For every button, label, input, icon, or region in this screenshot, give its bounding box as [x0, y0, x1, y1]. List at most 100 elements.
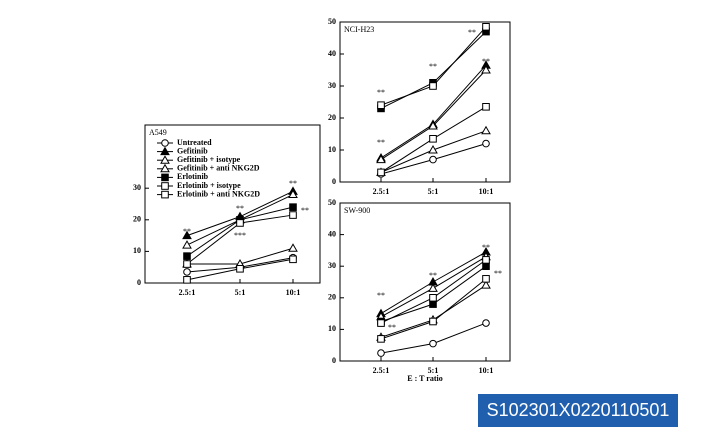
y-tick-label: 50 [328, 198, 336, 207]
x-tick-label: 10:1 [286, 288, 301, 297]
y-tick-label: 30 [328, 261, 336, 270]
panel-title: NCI-H23 [344, 25, 374, 34]
annotation: ** [377, 88, 385, 97]
series-line [380, 322, 487, 354]
marker [161, 190, 169, 199]
marker [428, 120, 438, 130]
annotation: ** [468, 28, 476, 37]
marker [482, 275, 490, 283]
marker [429, 339, 437, 348]
y-tick-label: 0 [332, 177, 336, 186]
marker [481, 125, 491, 135]
legend-label: Erlotinib + isotype [177, 181, 241, 190]
y-tick-label: 0 [332, 356, 336, 365]
marker [428, 144, 438, 154]
marker [482, 319, 490, 327]
marker [288, 189, 298, 199]
x-tick-label: 2.5:1 [179, 288, 196, 297]
legend-label: Gefitinib + anti NKG2D [177, 164, 260, 173]
x-tick-label: 5:1 [235, 288, 246, 297]
marker [376, 154, 386, 164]
legend-label: Gefitinib [177, 146, 208, 155]
y-tick-label: 10 [328, 145, 336, 154]
y-tick-label: 40 [328, 229, 336, 238]
marker [429, 317, 437, 326]
annotation: ** [482, 243, 490, 252]
marker [429, 155, 437, 164]
y-tick-label: 40 [328, 49, 336, 58]
marker [429, 300, 437, 308]
y-tick-label: 30 [133, 183, 141, 192]
annotation: ** [494, 269, 502, 278]
marker [429, 294, 437, 302]
annotation: ** [183, 227, 191, 236]
marker [183, 260, 191, 268]
x-tick-label: 2.5:1 [373, 187, 390, 196]
marker [161, 139, 169, 147]
marker [482, 103, 490, 111]
panel-title: SW-900 [344, 206, 370, 215]
badge: S102301X0220110501 [487, 400, 670, 420]
annotation: ** [377, 291, 385, 300]
annotation: ** [301, 206, 309, 215]
x-tick-label: 2.5:1 [373, 366, 390, 375]
y-tick-label: 20 [328, 293, 336, 302]
annotation: *** [234, 231, 246, 240]
marker [377, 168, 385, 177]
marker [289, 203, 297, 211]
panel-title: A549 [149, 128, 167, 137]
marker [482, 256, 490, 264]
x-tick-label: 5:1 [428, 366, 439, 375]
marker [482, 23, 490, 31]
marker [482, 262, 490, 270]
marker [481, 280, 491, 289]
annotation: ** [429, 62, 437, 71]
marker [377, 335, 385, 343]
legend-label: Untreated [177, 138, 212, 147]
y-tick-label: 20 [328, 113, 336, 122]
marker [236, 264, 244, 273]
marker [160, 146, 170, 156]
y-tick-label: 0 [137, 278, 141, 287]
marker [183, 268, 191, 276]
marker [160, 163, 170, 173]
x-tick-label: 10:1 [479, 366, 494, 375]
axes-box [144, 124, 321, 284]
annotation: ** [236, 204, 244, 213]
badge-box [478, 394, 678, 427]
marker [182, 230, 192, 240]
legend-label: Erlotinib + anti NKG2D [177, 189, 260, 198]
marker [377, 319, 385, 327]
x-tick-label: 5:1 [428, 187, 439, 196]
marker [183, 276, 191, 284]
marker [429, 135, 437, 143]
y-tick-label: 20 [133, 215, 141, 224]
axes-box [339, 202, 511, 362]
annotation: ** [289, 179, 297, 188]
marker [482, 139, 490, 148]
marker [161, 182, 169, 190]
x-tick-label: 10:1 [479, 187, 494, 196]
marker [182, 240, 192, 249]
x-axis-label: E : T ratio [407, 374, 442, 383]
marker [236, 219, 244, 227]
annotation: ** [377, 138, 385, 147]
marker [160, 155, 170, 164]
marker [288, 243, 298, 252]
y-tick-label: 50 [328, 17, 336, 26]
annotation: ** [429, 271, 437, 280]
marker [481, 64, 491, 74]
marker [289, 255, 297, 264]
marker [289, 211, 297, 219]
marker [429, 82, 437, 90]
y-tick-label: 10 [133, 246, 141, 255]
annotation: ** [388, 323, 396, 332]
marker [161, 173, 169, 182]
marker [428, 283, 438, 292]
y-tick-label: 30 [328, 81, 336, 90]
legend-label: Erlotinib [177, 172, 209, 181]
axes-box [339, 21, 511, 183]
y-tick-label: 10 [328, 324, 336, 333]
